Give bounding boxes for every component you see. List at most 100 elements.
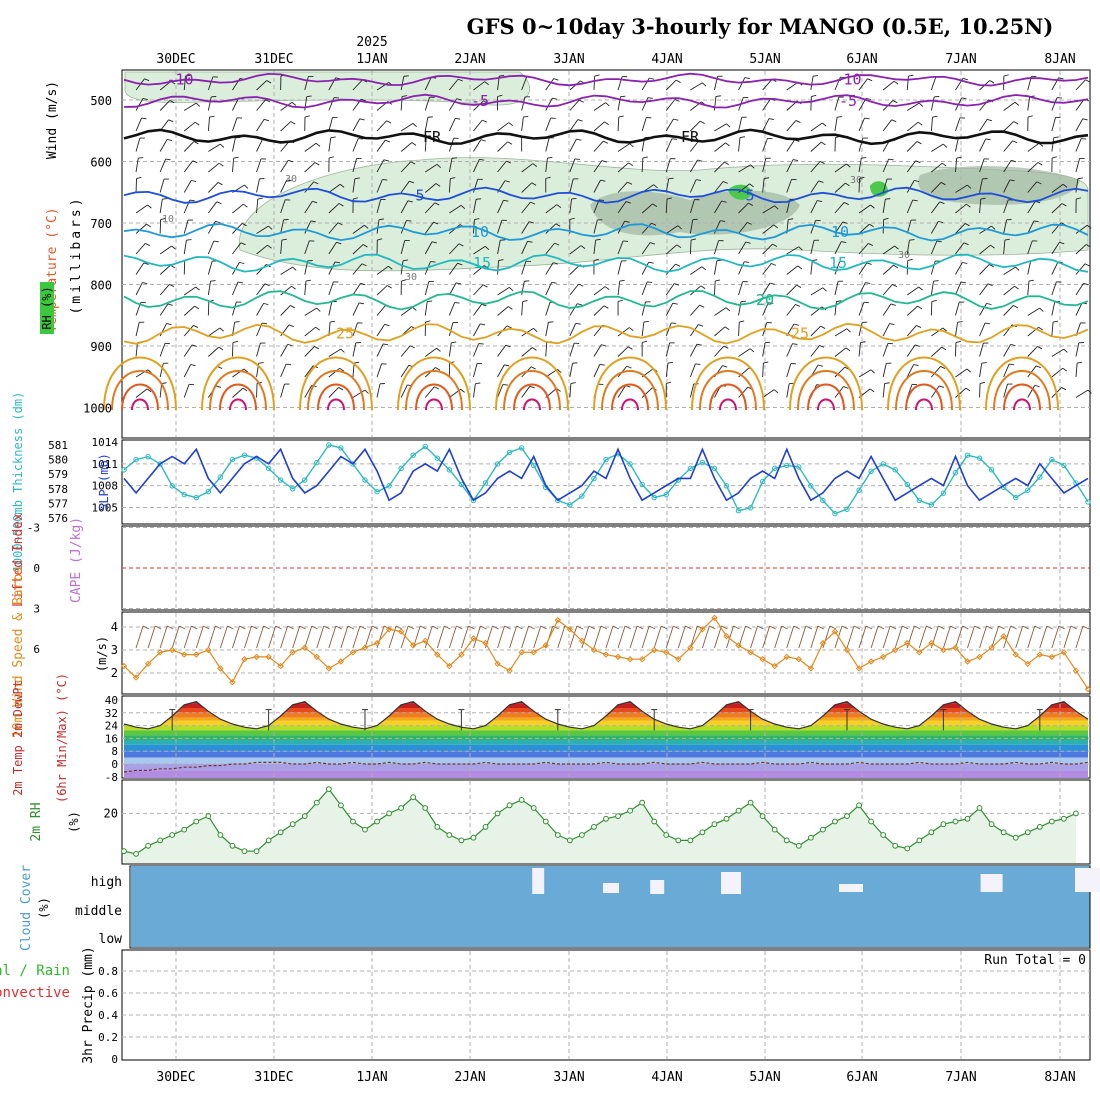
wind-barb xyxy=(1051,301,1056,316)
surface-isotherm xyxy=(985,356,1059,411)
wind-barb-flag xyxy=(1082,118,1088,121)
wind-barb xyxy=(858,223,870,234)
wind-barb xyxy=(159,100,171,111)
wind-barb-flag xyxy=(883,217,889,220)
wind-barb xyxy=(617,181,628,193)
thickness-point xyxy=(229,456,236,463)
wind10m-barb-flag xyxy=(456,625,463,630)
cloud-bar xyxy=(562,866,575,947)
surface-isotherm xyxy=(807,383,845,411)
wind-barb-flag xyxy=(771,263,777,266)
wind-barb-flag xyxy=(601,344,607,347)
wind-barb xyxy=(135,117,142,132)
temperature-band xyxy=(124,757,1088,764)
wind-barb xyxy=(593,179,601,193)
thickness-point xyxy=(410,452,416,458)
wind-barb-flag xyxy=(508,306,513,310)
rh2m-point xyxy=(566,837,573,844)
wind10m-barb xyxy=(328,625,337,649)
wind-barb xyxy=(425,163,438,173)
wind-barb-flag xyxy=(868,243,873,246)
wind-barb xyxy=(786,179,792,193)
wind-speed-point xyxy=(494,660,501,668)
wind-barb xyxy=(979,158,985,173)
thickness-point xyxy=(386,483,392,489)
wind-speed-point xyxy=(470,635,477,642)
wind-barb xyxy=(473,139,482,152)
wind-speed-point xyxy=(952,644,959,651)
wind-barb-flag xyxy=(984,322,991,325)
wind10m-barb xyxy=(677,625,686,649)
wind-barb-flag xyxy=(941,162,947,167)
wind-barb xyxy=(1075,389,1089,398)
wind-barb xyxy=(1003,121,1015,132)
wind-barb xyxy=(858,342,861,357)
wind-barb xyxy=(400,180,410,193)
wind-barb-flag xyxy=(456,98,462,101)
wind-barb-flag xyxy=(378,218,385,221)
cloud-level-label: high xyxy=(91,875,122,890)
wind-speed-point xyxy=(976,653,983,661)
wind-barb xyxy=(304,76,309,91)
wind-speed-point xyxy=(1084,685,1092,693)
wind-barb xyxy=(979,264,990,275)
rh-legend-swatch xyxy=(40,282,54,334)
wind-speed-point xyxy=(229,678,236,686)
cloud-gap xyxy=(1075,868,1100,892)
wind-barb-flag xyxy=(385,139,391,143)
wind-barb xyxy=(810,180,820,193)
wind-barb-flag xyxy=(884,382,890,385)
wind10m-barb xyxy=(497,625,505,649)
cloud-gap xyxy=(603,883,619,893)
wind-barb-flag xyxy=(715,95,721,98)
wind-barb xyxy=(738,321,740,337)
wind-barb xyxy=(714,220,721,234)
thickness-point xyxy=(241,452,248,458)
wind-barb xyxy=(689,363,696,378)
cloud-bar xyxy=(406,866,419,947)
wind-barb xyxy=(665,244,678,255)
wind-barb-flag xyxy=(796,284,802,288)
isotherm-line xyxy=(123,290,1089,311)
isotherm-label: 15 xyxy=(829,254,847,272)
wind-barb-flag xyxy=(165,158,171,161)
wind-barb-flag xyxy=(626,365,632,369)
thickness-point xyxy=(711,465,718,472)
cloud-bar xyxy=(142,866,156,947)
wind-barb xyxy=(256,80,268,91)
wind10m-barb xyxy=(726,625,734,649)
wind-barb xyxy=(810,200,818,214)
wind-barb-flag xyxy=(578,283,584,287)
wind-barb xyxy=(810,287,824,296)
wind10m-barb xyxy=(846,625,855,649)
wind-barb-flag xyxy=(892,284,898,287)
wind-barb-flag xyxy=(361,263,367,267)
wind10m-barb-flag xyxy=(323,625,331,630)
wind-barb xyxy=(1075,158,1081,173)
cloud-bar xyxy=(945,866,958,947)
wind-barb xyxy=(931,182,942,193)
rh2m-point xyxy=(434,824,441,830)
wind-barb xyxy=(545,78,555,91)
wind-barb xyxy=(593,75,596,91)
wind-barb xyxy=(834,366,846,378)
wind-barb-flag xyxy=(695,179,702,181)
isotherm-line xyxy=(123,128,1089,146)
wind-barb xyxy=(1051,281,1057,296)
wind-barb xyxy=(521,301,524,316)
wind-barb-flag xyxy=(239,261,245,265)
wind-barb xyxy=(545,117,552,132)
wind-speed-point xyxy=(518,649,525,656)
wind10m-tick-label: 2 xyxy=(111,666,118,680)
wind-barb xyxy=(1003,219,1008,234)
wind-barb-flag xyxy=(629,143,634,148)
thickness-point xyxy=(1061,462,1067,469)
cloud-bar xyxy=(789,866,803,947)
pressure-tick-label: 500 xyxy=(90,94,112,108)
wind10m-barb xyxy=(232,625,240,649)
wind-speed-point xyxy=(373,639,381,647)
wind-barb xyxy=(1003,305,1014,316)
wind-barb xyxy=(641,322,645,337)
wind-barb xyxy=(955,117,961,132)
